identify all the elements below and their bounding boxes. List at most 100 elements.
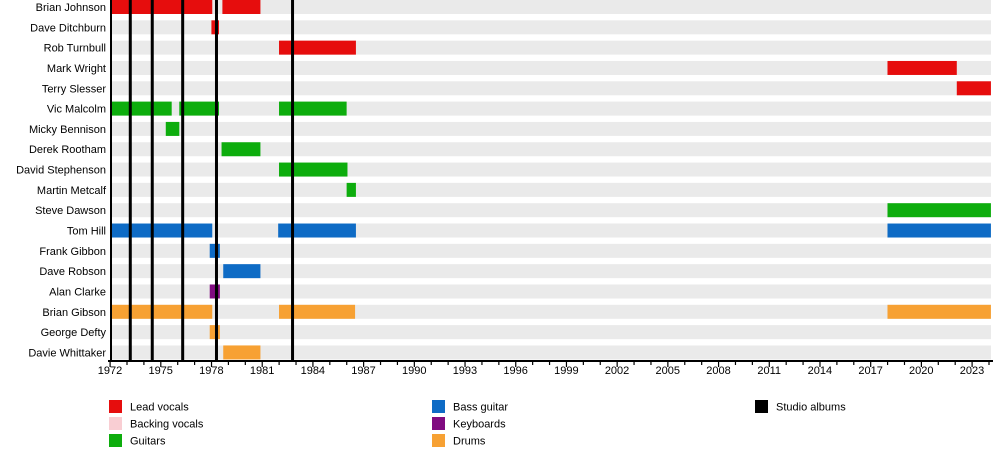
x-axis-major-tick xyxy=(819,362,821,367)
timeline-bar-george-defty xyxy=(209,325,220,340)
timeline-bar-brian-gibson xyxy=(887,304,991,319)
x-axis-minor-tick xyxy=(498,362,500,365)
x-axis-major-tick xyxy=(109,362,111,367)
member-label-brian-johnson: Brian Johnson xyxy=(36,2,106,14)
x-axis-label: 2008 xyxy=(706,365,730,377)
x-axis-major-tick xyxy=(768,362,770,367)
x-axis-major-tick xyxy=(363,362,365,367)
x-axis-minor-tick xyxy=(430,362,432,365)
x-axis-major-tick xyxy=(160,362,162,367)
row-background xyxy=(110,182,991,197)
x-axis-label: 2014 xyxy=(808,365,832,377)
row-background xyxy=(110,223,991,238)
x-axis-minor-tick xyxy=(227,362,230,365)
timeline-bar-vic-malcolm xyxy=(179,101,220,116)
row-background xyxy=(110,121,991,136)
x-axis-label: 2023 xyxy=(960,365,984,377)
row-background xyxy=(110,20,991,35)
x-axis-minor-tick xyxy=(633,362,635,365)
x-axis-major-tick xyxy=(920,362,922,367)
row-background xyxy=(110,345,991,360)
x-axis-major-tick xyxy=(667,362,669,367)
member-label-terry-slesser: Terry Slesser xyxy=(42,83,107,95)
timeline-bar-brian-gibson xyxy=(279,304,356,319)
row-background xyxy=(110,162,991,177)
timeline-bar-brian-gibson xyxy=(110,304,213,319)
x-axis-minor-tick xyxy=(684,362,686,365)
member-label-frank-gibbon: Frank Gibbon xyxy=(39,246,106,258)
row-background xyxy=(110,284,991,299)
member-label-dave-robson: Dave Robson xyxy=(39,266,106,278)
x-axis-label: 1981 xyxy=(250,365,274,377)
x-axis-label: 1978 xyxy=(199,365,223,377)
x-axis-minor-tick xyxy=(295,362,297,365)
x-axis-minor-tick xyxy=(599,362,601,365)
x-axis-label: 1987 xyxy=(351,365,375,377)
x-axis-minor-tick xyxy=(548,362,551,365)
x-axis-minor-tick xyxy=(126,362,128,365)
x-axis-minor-tick xyxy=(886,362,889,365)
x-axis-minor-tick xyxy=(346,362,348,365)
member-label-alan-clarke: Alan Clarke xyxy=(49,286,106,298)
x-axis-major-tick xyxy=(971,362,973,367)
row-background xyxy=(110,142,991,157)
x-axis-minor-tick xyxy=(194,362,196,365)
x-axis-major-tick xyxy=(616,362,618,367)
x-axis-label: 1972 xyxy=(98,365,122,377)
row-background xyxy=(110,325,991,340)
x-axis-label: 1990 xyxy=(402,365,426,377)
legend-label-guitars: Guitars xyxy=(130,436,166,448)
row-background xyxy=(110,101,991,116)
member-label-vic-malcolm: Vic Malcolm xyxy=(47,104,106,116)
x-axis-major-tick xyxy=(717,362,720,367)
member-label-dave-ditchburn: Dave Ditchburn xyxy=(30,22,106,34)
row-background xyxy=(110,0,991,14)
row-background xyxy=(110,243,991,258)
member-label-george-defty: George Defty xyxy=(41,327,107,339)
chart-left-border xyxy=(110,0,112,362)
x-axis-minor-tick xyxy=(802,362,804,365)
timeline-bar-david-stephenson xyxy=(279,162,348,177)
timeline-bar-brian-johnson xyxy=(222,0,261,14)
studio-album-line xyxy=(181,0,185,360)
x-axis-minor-tick xyxy=(582,362,584,365)
row-background xyxy=(110,81,991,96)
member-label-rob-turnbull: Rob Turnbull xyxy=(44,43,106,55)
member-label-steve-dawson: Steve Dawson xyxy=(35,205,106,217)
x-axis-major-tick xyxy=(565,362,568,367)
legend-swatch-lead-vocals xyxy=(109,400,122,413)
legend-swatch-backing-vocals xyxy=(109,417,122,430)
row-background xyxy=(110,264,991,279)
x-axis-major-tick xyxy=(210,362,213,367)
x-axis-minor-tick xyxy=(988,362,990,365)
timeline-bar-vic-malcolm xyxy=(110,101,172,116)
row-background xyxy=(110,40,991,55)
x-axis-minor-tick xyxy=(481,362,483,365)
member-label-mark-wright: Mark Wright xyxy=(47,63,106,75)
member-label-david-stephenson: David Stephenson xyxy=(16,165,106,177)
row-background xyxy=(110,60,991,75)
studio-album-line xyxy=(150,0,154,360)
legend-label-drums: Drums xyxy=(453,436,486,448)
timeline-bar-rob-turnbull xyxy=(279,40,356,55)
timeline-bar-derek-rootham xyxy=(221,142,261,157)
timeline-bar-dave-robson xyxy=(223,264,261,279)
timeline-bar-tom-hill xyxy=(110,223,213,238)
legend-label-studio-albums: Studio albums xyxy=(776,402,846,414)
legend-swatch-guitars xyxy=(109,434,122,447)
timeline-bar-steve-dawson xyxy=(887,203,991,218)
x-axis-major-tick xyxy=(261,362,263,367)
x-axis-label: 1999 xyxy=(554,365,578,377)
legend-label-backing-vocals: Backing vocals xyxy=(130,419,204,431)
x-axis-minor-tick xyxy=(734,362,737,365)
x-axis-major-tick xyxy=(312,362,314,367)
x-axis-major-tick xyxy=(413,362,415,367)
x-axis-minor-tick xyxy=(954,362,956,365)
x-axis-major-tick xyxy=(464,362,466,367)
x-axis-minor-tick xyxy=(532,362,534,365)
timeline-bar-tom-hill xyxy=(887,223,991,238)
x-axis-line xyxy=(108,360,993,362)
legend-label-keyboards: Keyboards xyxy=(453,419,506,431)
timeline-bar-terry-slesser xyxy=(956,81,991,96)
member-label-davie-whittaker: Davie Whittaker xyxy=(28,347,106,359)
